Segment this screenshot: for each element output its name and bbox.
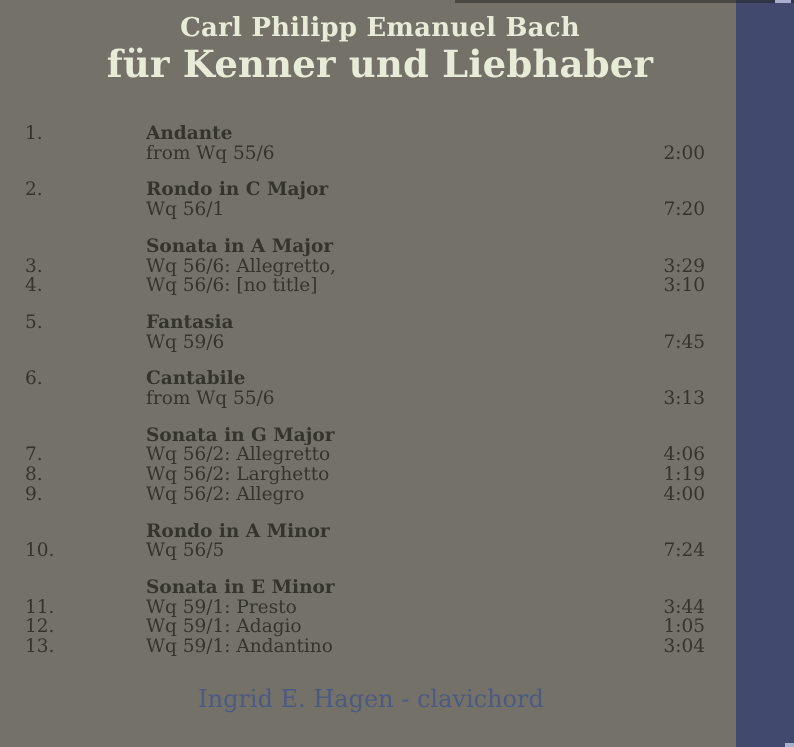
track-number bbox=[25, 144, 146, 164]
track-line: 11. Wq 59/1: Presto 3:44 bbox=[25, 596, 705, 618]
track-detail: Wq 59/6 bbox=[146, 332, 225, 353]
track-duration: 1:05 bbox=[663, 616, 705, 638]
track-duration: 4:00 bbox=[663, 483, 705, 505]
track-number: 7. bbox=[25, 444, 43, 466]
track-number: 1. bbox=[25, 123, 43, 144]
album-title: für Kenner und Liebhaber bbox=[106, 42, 654, 86]
track-title: Andante bbox=[146, 124, 233, 144]
track-title: Fantasia bbox=[146, 312, 234, 333]
track-duration: 3:13 bbox=[663, 388, 705, 410]
track-title: Rondo in A Minor bbox=[146, 521, 330, 542]
track-line: 2. Rondo in C Major bbox=[25, 180, 705, 200]
track-duration: 3:44 bbox=[663, 596, 705, 618]
header: Carl Philipp Emanuel Bach für Kenner und… bbox=[0, 12, 760, 84]
track-line: 12. Wq 59/1: Adagio 1:05 bbox=[25, 617, 705, 637]
track-title: Sonata in G Major bbox=[146, 425, 335, 446]
track-title: Cantabile bbox=[146, 369, 246, 390]
track-line: 6. Cantabile bbox=[25, 369, 705, 389]
track-duration: 3:04 bbox=[663, 636, 705, 658]
track-detail: Wq 59/1: Andantino bbox=[146, 637, 333, 657]
track-number bbox=[25, 578, 146, 598]
track-number bbox=[25, 389, 146, 409]
track-section: 6. Cantabile from Wq 55/6 3:13 bbox=[25, 369, 705, 408]
spine-stripe bbox=[736, 0, 794, 747]
track-detail: Wq 59/1: Presto bbox=[146, 597, 297, 618]
track-number: 5. bbox=[25, 311, 43, 333]
track-line: 5. Fantasia bbox=[25, 313, 705, 333]
track-section: Sonata in E Minor 11. Wq 59/1: Presto 3:44 1… bbox=[25, 578, 705, 657]
top-right-scan-mark bbox=[775, 0, 791, 3]
top-edge-scan-artifact bbox=[455, 0, 794, 3]
track-line: 4. Wq 56/6: [no title] 3:10 bbox=[25, 276, 705, 296]
track-line: 9. Wq 56/2: Allegro 4:00 bbox=[25, 485, 705, 505]
track-line: Sonata in G Major bbox=[25, 426, 705, 446]
track-section: 2. Rondo in C Major Wq 56/1 7:20 bbox=[25, 180, 705, 219]
track-detail: Wq 56/2: Larghetto bbox=[146, 465, 330, 485]
track-title: Rondo in C Major bbox=[146, 180, 329, 201]
track-detail: from Wq 55/6 bbox=[146, 143, 275, 164]
track-title: Sonata in E Minor bbox=[146, 577, 335, 598]
track-line: from Wq 55/6 3:13 bbox=[25, 389, 705, 409]
track-number: 8. bbox=[25, 464, 43, 486]
track-number: 9. bbox=[25, 483, 43, 505]
bottom-right-scan-mark bbox=[785, 743, 794, 747]
track-duration: 7:24 bbox=[663, 540, 705, 562]
track-number: 3. bbox=[25, 255, 43, 277]
track-duration: 4:06 bbox=[663, 444, 705, 466]
track-detail: Wq 56/6: [no title] bbox=[146, 276, 318, 296]
track-number bbox=[25, 426, 146, 446]
track-number: 2. bbox=[25, 179, 43, 201]
track-duration: 7:45 bbox=[663, 331, 705, 353]
track-detail: Wq 56/2: Allegretto bbox=[146, 445, 331, 466]
track-line: Wq 59/6 7:45 bbox=[25, 331, 705, 353]
tracklist: 1. Andante from Wq 55/6 2:00 2. Rondo in C Ma… bbox=[25, 124, 705, 674]
track-line: 3. Wq 56/6: Allegretto, 3:29 bbox=[25, 255, 705, 277]
track-detail: Wq 56/5 bbox=[146, 541, 225, 561]
artist-name: Carl Philipp Emanuel Bach bbox=[180, 13, 580, 43]
track-duration: 7:20 bbox=[663, 199, 705, 221]
track-duration: 3:10 bbox=[663, 275, 705, 297]
track-section: 1. Andante from Wq 55/6 2:00 bbox=[25, 124, 705, 163]
track-number bbox=[25, 333, 146, 353]
track-line: 8. Wq 56/2: Larghetto 1:19 bbox=[25, 465, 705, 485]
track-line: Sonata in E Minor bbox=[25, 578, 705, 598]
track-number: 10. bbox=[25, 540, 55, 562]
track-line: 13. Wq 59/1: Andantino 3:04 bbox=[25, 637, 705, 657]
track-detail: from Wq 55/6 bbox=[146, 389, 275, 409]
track-section: Sonata in A Major 3. Wq 56/6: Allegretto, 3… bbox=[25, 237, 705, 296]
track-duration: 1:19 bbox=[663, 464, 705, 486]
track-number bbox=[25, 200, 146, 220]
track-number: 12. bbox=[25, 616, 55, 638]
track-duration: 2:00 bbox=[663, 142, 705, 164]
track-section: 5. Fantasia Wq 59/6 7:45 bbox=[25, 313, 705, 352]
track-title: Sonata in A Major bbox=[146, 236, 334, 257]
track-duration: 3:29 bbox=[663, 255, 705, 277]
track-detail: Wq 56/2: Allegro bbox=[146, 484, 305, 505]
track-detail: Wq 56/6: Allegretto, bbox=[146, 256, 337, 277]
track-number: 13. bbox=[25, 636, 55, 658]
track-detail: Wq 59/1: Adagio bbox=[146, 617, 302, 638]
track-number bbox=[25, 522, 146, 542]
track-line: 7. Wq 56/2: Allegretto 4:06 bbox=[25, 445, 705, 465]
track-number: 4. bbox=[25, 275, 43, 297]
track-number bbox=[25, 237, 146, 257]
track-line: 1. Andante bbox=[25, 124, 705, 144]
performer-credit: Ingrid E. Hagen - clavichord bbox=[198, 685, 544, 713]
track-line: Wq 56/1 7:20 bbox=[25, 200, 705, 220]
track-line: Sonata in A Major bbox=[25, 237, 705, 257]
track-line: 10. Wq 56/5 7:24 bbox=[25, 541, 705, 561]
track-section: Rondo in A Minor 10. Wq 56/5 7:24 bbox=[25, 522, 705, 561]
track-number: 11. bbox=[25, 596, 55, 618]
track-number: 6. bbox=[25, 368, 43, 390]
track-line: from Wq 55/6 2:00 bbox=[25, 142, 705, 164]
track-line: Rondo in A Minor bbox=[25, 522, 705, 542]
track-section: Sonata in G Major 7. Wq 56/2: Allegretto 4:… bbox=[25, 426, 705, 505]
track-detail: Wq 56/1 bbox=[146, 200, 225, 220]
